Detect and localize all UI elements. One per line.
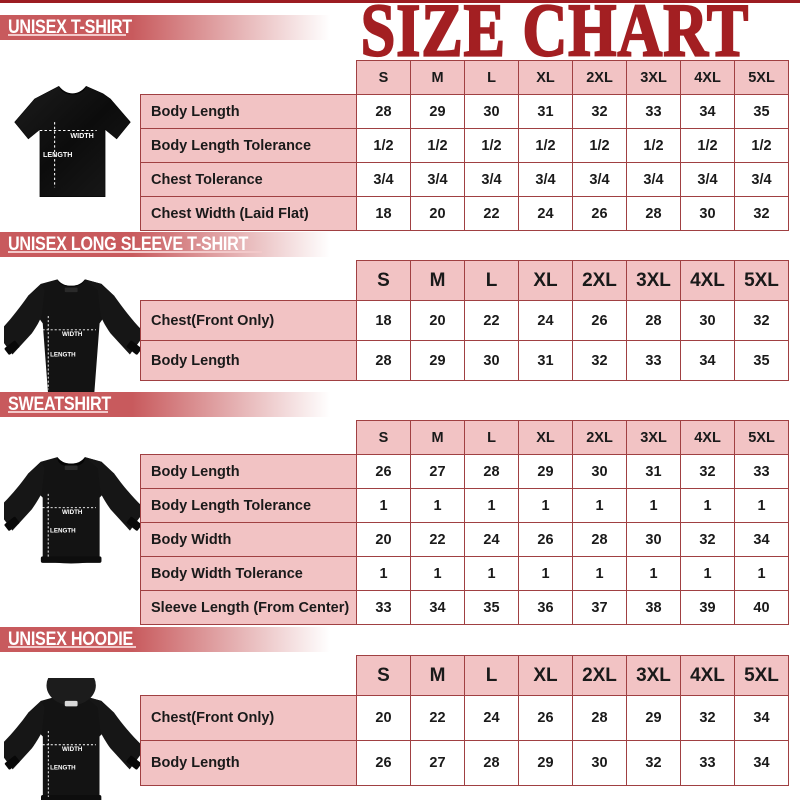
svg-text:LENGTH: LENGTH [50,528,76,535]
svg-text:WIDTH: WIDTH [62,331,83,338]
svg-text:WIDTH: WIDTH [70,132,93,140]
svg-text:WIDTH: WIDTH [62,746,83,753]
svg-text:LENGTH: LENGTH [43,151,72,159]
svg-text:WIDTH: WIDTH [62,509,83,516]
svg-text:LENGTH: LENGTH [50,764,76,771]
svg-text:LENGTH: LENGTH [50,351,76,358]
